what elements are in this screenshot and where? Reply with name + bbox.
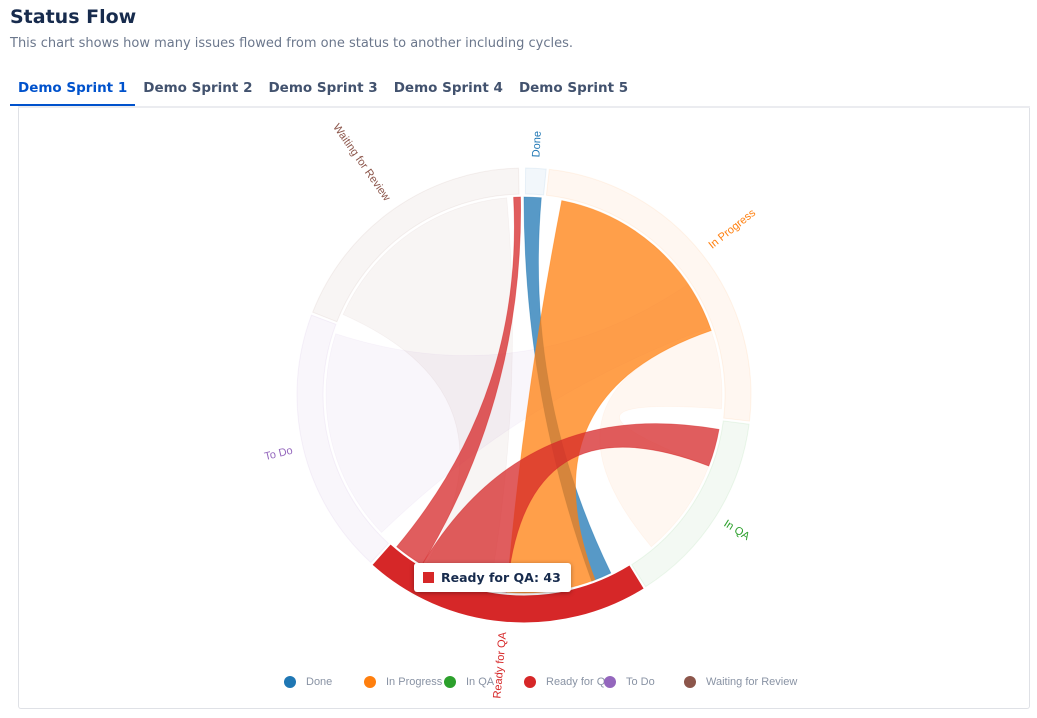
tab-demo-sprint-5[interactable]: Demo Sprint 5 bbox=[518, 80, 629, 96]
arc-label-in-progress: In Progress bbox=[707, 207, 759, 252]
ribbon-ready-for-qa-to-waiting-for-review bbox=[396, 196, 521, 566]
legend-label-waiting-for-review: Waiting for Review bbox=[706, 676, 798, 688]
legend-label-done: Done bbox=[306, 676, 333, 688]
legend-item-in-qa[interactable]: In QA bbox=[444, 676, 494, 688]
chart-legend: Done In Progress In QA Ready for QA To D… bbox=[0, 676, 1037, 690]
tab-divider bbox=[18, 106, 1030, 108]
ribbon-in-progress-to-ready-for-qa bbox=[506, 200, 712, 594]
page-title: Status Flow bbox=[10, 6, 137, 28]
sprint-tabs: Demo Sprint 1 Demo Sprint 2 Demo Sprint … bbox=[10, 80, 636, 106]
legend-item-in-progress[interactable]: In Progress bbox=[364, 676, 442, 688]
tab-demo-sprint-4[interactable]: Demo Sprint 4 bbox=[393, 80, 503, 96]
tab-demo-sprint-1[interactable]: Demo Sprint 1 bbox=[10, 80, 136, 106]
legend-item-to-do[interactable]: To Do bbox=[604, 676, 655, 688]
tab-demo-sprint-3[interactable]: Demo Sprint 3 bbox=[268, 80, 378, 96]
legend-item-done[interactable]: Done bbox=[284, 676, 332, 688]
tooltip-text: Ready for QA: 43 bbox=[441, 570, 561, 585]
arc-waiting-for-review bbox=[312, 167, 520, 323]
tooltip-color-swatch bbox=[423, 572, 434, 583]
arc-in-progress bbox=[545, 168, 752, 422]
arc-label-waiting-for-review: Waiting for Review bbox=[330, 122, 392, 204]
arc-ready-for-qa bbox=[372, 544, 644, 623]
arc-label-done: Done bbox=[530, 131, 543, 158]
legend-dot-ready-for-qa bbox=[524, 676, 536, 688]
legend-dot-in-progress bbox=[364, 676, 376, 688]
tab-demo-sprint-2[interactable]: Demo Sprint 2 bbox=[143, 80, 253, 96]
legend-label-to-do: To Do bbox=[626, 676, 655, 688]
page-subtitle: This chart shows how many issues flowed … bbox=[10, 36, 574, 51]
chart-panel bbox=[18, 108, 1030, 709]
arc-in-qa bbox=[631, 420, 750, 588]
arc-label-in-qa: In QA bbox=[722, 518, 753, 544]
legend-dot-to-do bbox=[604, 676, 616, 688]
legend-item-waiting-for-review[interactable]: Waiting for Review bbox=[684, 676, 797, 688]
arc-to-do bbox=[296, 314, 390, 564]
legend-item-ready-for-qa[interactable]: Ready for QA bbox=[524, 676, 613, 688]
legend-dot-in-qa bbox=[444, 676, 456, 688]
legend-label-in-progress: In Progress bbox=[386, 676, 443, 688]
arc-label-to-do: To Do bbox=[263, 445, 294, 463]
legend-dot-done bbox=[284, 676, 296, 688]
ribbon-in-progress-to-in-qa bbox=[599, 329, 723, 548]
chart-tooltip: Ready for QA: 43 bbox=[414, 563, 571, 592]
legend-label-in-qa: In QA bbox=[466, 676, 495, 688]
arc-done bbox=[524, 167, 547, 196]
arc-label-ready-for-qa: Ready for QA bbox=[491, 631, 509, 699]
legend-label-ready-for-qa: Ready for QA bbox=[546, 676, 613, 688]
legend-dot-waiting-for-review bbox=[684, 676, 696, 688]
